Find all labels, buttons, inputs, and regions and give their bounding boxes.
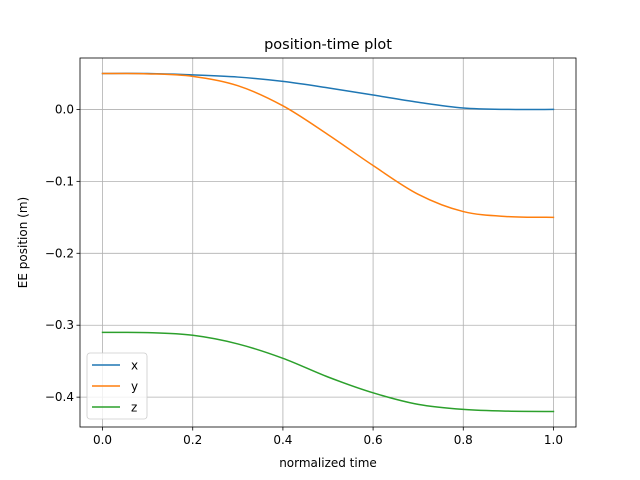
x-axis-label: normalized time <box>279 456 377 470</box>
x-tick-label: 0.0 <box>93 433 112 447</box>
series-lines <box>101 72 555 413</box>
legend-label-y: y <box>131 380 138 394</box>
x-tick-label: 0.2 <box>183 433 202 447</box>
series-line-x <box>101 72 555 111</box>
y-tick-label: −0.1 <box>45 174 74 188</box>
y-tick-label: −0.2 <box>45 246 74 260</box>
y-axis-label: EE position (m) <box>16 197 30 288</box>
axis-ticks: 0.0 0.2 0.4 0.6 0.8 1.0 0.0 −0.1 −0.2 −0.3 −0.4 <box>45 102 563 447</box>
legend: xyz <box>86 352 148 420</box>
series-line-z <box>101 331 555 413</box>
plot-area-frame <box>79 57 577 428</box>
series-line-y <box>101 72 555 219</box>
y-tick-label: −0.3 <box>45 318 74 332</box>
legend-label-z: z <box>131 401 137 415</box>
y-tick-label: 0.0 <box>55 102 74 116</box>
legend-label-x: x <box>131 359 138 373</box>
chart-title: position-time plot <box>264 37 392 53</box>
x-tick-label: 0.6 <box>364 433 383 447</box>
grid <box>80 58 576 427</box>
x-tick-label: 0.4 <box>273 433 292 447</box>
x-tick-label: 1.0 <box>544 433 563 447</box>
y-tick-label: −0.4 <box>45 390 74 404</box>
x-tick-label: 0.8 <box>454 433 473 447</box>
